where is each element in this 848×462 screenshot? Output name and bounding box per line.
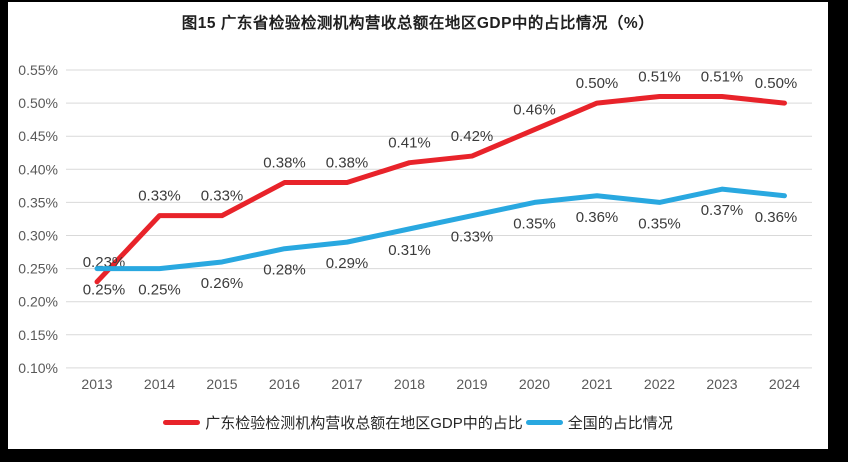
- chart-legend: 广东检验检测机构营收总额在地区GDP中的占比 全国的占比情况: [8, 412, 828, 433]
- chart-panel: [8, 2, 828, 449]
- chart-title: 图15 广东省检验检测机构营收总额在地区GDP中的占比情况（%）: [181, 15, 655, 32]
- legend-label-guangdong: 广东检验检测机构营收总额在地区GDP中的占比: [205, 415, 523, 432]
- legend-swatch-national-line: [525, 420, 563, 425]
- legend-swatch-guangdong-line: [163, 420, 201, 425]
- legend-label-national: 全国的占比情况: [567, 415, 673, 432]
